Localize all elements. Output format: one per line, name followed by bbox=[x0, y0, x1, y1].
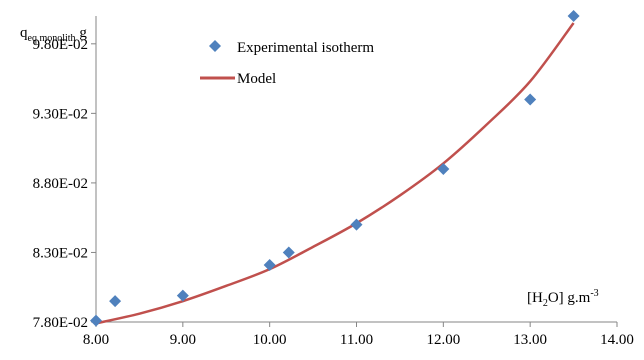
legend-label-experimental: Experimental isotherm bbox=[237, 40, 374, 56]
data-point bbox=[524, 93, 537, 106]
y-axis-title-suffix: g bbox=[76, 25, 88, 41]
x-tick-label: 14.00 bbox=[600, 332, 634, 348]
y-tick-label: 7.80E-02 bbox=[33, 315, 88, 331]
y-tick-label: 8.80E-02 bbox=[33, 176, 88, 192]
data-point bbox=[176, 289, 189, 302]
y-tick-label: 8.30E-02 bbox=[33, 245, 88, 261]
y-axis-title-sub: eq monolith bbox=[28, 33, 76, 44]
x-tick-label: 12.00 bbox=[426, 332, 460, 348]
x-tick-label: 9.00 bbox=[170, 332, 196, 348]
plot-area bbox=[90, 10, 580, 327]
x-axis-title-sup: -3 bbox=[590, 288, 598, 299]
data-point bbox=[263, 258, 276, 271]
axis-titles: qeq monolith g [H2O] g.m-3 bbox=[20, 25, 599, 309]
x-axis-title-mid: O] g.m bbox=[548, 290, 591, 306]
tick-labels: 8.00 9.00 10.00 11.00 12.00 13.00 14.00 7.80E-0… bbox=[33, 37, 634, 348]
x-tick-label: 11.00 bbox=[340, 332, 373, 348]
data-point bbox=[282, 246, 295, 259]
y-tick-label: 9.30E-02 bbox=[33, 106, 88, 122]
legend-marker-experimental bbox=[209, 40, 221, 52]
x-tick-label: 10.00 bbox=[253, 332, 287, 348]
legend-label-model: Model bbox=[237, 71, 276, 87]
model-curve bbox=[95, 22, 575, 325]
x-tick-label: 8.00 bbox=[83, 332, 109, 348]
axes bbox=[91, 16, 618, 327]
y-tick-label: 9.80E-02 bbox=[33, 37, 88, 53]
data-point bbox=[109, 295, 122, 308]
x-tick-label: 13.00 bbox=[513, 332, 547, 348]
y-axis-title-main: q bbox=[20, 25, 28, 41]
legend: Experimental isotherm Model bbox=[200, 40, 374, 87]
data-point bbox=[350, 218, 363, 231]
y-axis-title: qeq monolith g bbox=[20, 25, 87, 44]
x-axis-title: [H2O] g.m-3 bbox=[527, 288, 599, 309]
data-point bbox=[437, 163, 450, 175]
x-axis-title-pre: [H bbox=[527, 290, 543, 306]
x-axis-title-sub: 2 bbox=[543, 298, 548, 309]
data-point bbox=[567, 10, 580, 22]
data-point bbox=[90, 314, 102, 327]
